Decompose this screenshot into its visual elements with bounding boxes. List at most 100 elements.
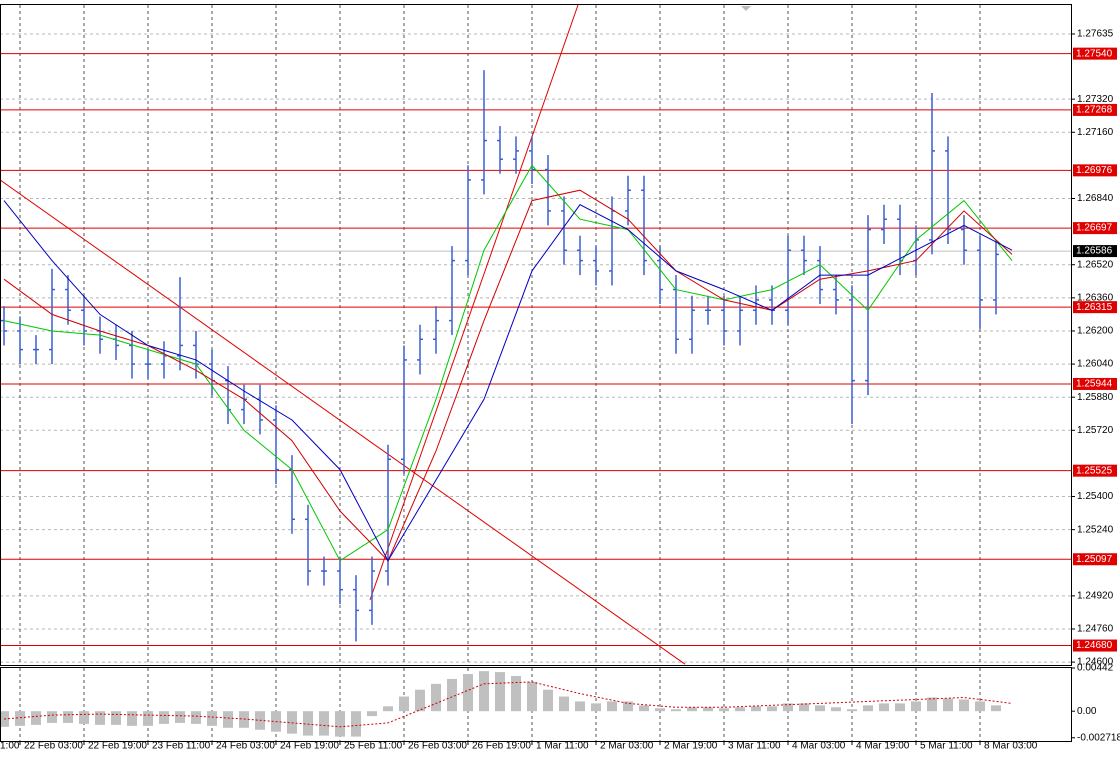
level-label: 1.25944 — [1076, 379, 1113, 390]
histogram-bar — [15, 711, 25, 726]
x-tick-label: 22 Feb 03:00 — [24, 741, 83, 752]
level-label: 1.26697 — [1076, 223, 1113, 234]
level-box — [1073, 47, 1117, 60]
y-tick-label: 1.25400 — [1077, 491, 1114, 502]
osc-tick-label: -0.002718 — [1077, 732, 1120, 743]
x-tick-label: 1 Mar 11:00 — [536, 741, 589, 752]
main-panel — [0, 5, 1071, 665]
y-tick-label: 1.26840 — [1077, 193, 1114, 204]
y-tick-label: 1.27320 — [1077, 94, 1114, 105]
level-label: 1.27540 — [1076, 48, 1113, 59]
level-box — [1073, 553, 1117, 566]
histogram-bar — [959, 699, 969, 712]
histogram-bar — [847, 709, 857, 712]
signal-line — [3, 681, 1013, 728]
histogram-bar — [799, 703, 809, 712]
osc-tick-label: 0.00442 — [1077, 663, 1114, 674]
y-tick-label: 1.25880 — [1077, 392, 1114, 403]
histogram-bar — [175, 711, 185, 723]
histogram-bar — [831, 707, 841, 712]
current-price-box — [1073, 245, 1117, 258]
y-tick-label: 1.26040 — [1077, 359, 1114, 370]
y-tick-label: 1.26200 — [1077, 326, 1114, 337]
histogram-bar — [511, 676, 521, 712]
histogram-bar — [159, 711, 169, 724]
level-label: 1.25525 — [1076, 465, 1113, 476]
x-tick-label: 25 Feb 11:00 — [344, 741, 403, 752]
histogram-bar — [735, 707, 745, 712]
y-tick-label: 1.27160 — [1077, 127, 1114, 138]
osc-tick-label: 0.00 — [1077, 706, 1097, 717]
histogram-bar — [591, 703, 601, 712]
y-tick-label: 1.24920 — [1077, 591, 1114, 602]
x-tick-label: 3 Mar 11:00 — [728, 741, 781, 752]
histogram-bar — [351, 711, 361, 737]
histogram-bar — [191, 711, 201, 724]
trendline — [0, 179, 686, 665]
x-tick-label: 26 Feb 03:00 — [408, 741, 467, 752]
histogram-bar — [303, 711, 313, 736]
histogram-bar — [463, 674, 473, 712]
histogram-bar — [687, 707, 697, 712]
x-tick-label: 2 Mar 19:00 — [664, 741, 718, 752]
histogram-bar — [223, 711, 233, 728]
histogram-bar — [447, 678, 457, 712]
moving-average — [3, 200, 1013, 562]
y-tick-label: 1.27635 — [1077, 29, 1114, 40]
main-frame — [0, 4, 1072, 666]
y-tick-label: 1.24600 — [1077, 657, 1114, 668]
histogram-bar — [415, 689, 425, 712]
x-tick-label: 5 Mar 11:00 — [920, 741, 973, 752]
histogram-bar — [47, 711, 57, 723]
moving-average — [3, 164, 1013, 562]
histogram-bar — [671, 709, 681, 712]
histogram-bar — [879, 703, 889, 712]
histogram-bar — [895, 703, 905, 712]
histogram-bar — [911, 701, 921, 712]
histogram-bar — [431, 683, 441, 712]
histogram-bar — [767, 706, 777, 712]
level-box — [1073, 301, 1117, 314]
x-tick-label: 2 Mar 03:00 — [600, 741, 654, 752]
x-tick-label: 4 Mar 19:00 — [856, 741, 910, 752]
histogram-bar — [991, 705, 1001, 712]
histogram-bar — [335, 711, 345, 737]
y-tick-label: 1.26520 — [1077, 259, 1114, 270]
shift-marker — [741, 6, 751, 11]
level-box — [1073, 222, 1117, 235]
histogram-bar — [639, 705, 649, 712]
histogram-bar — [95, 711, 105, 725]
histogram-bar — [607, 701, 617, 712]
level-label: 1.25097 — [1076, 554, 1113, 565]
x-tick-label: 24 Feb 03:00 — [216, 741, 275, 752]
oscillator-panel — [0, 668, 1013, 741]
x-tick-label: 22 Feb 19:00 — [88, 741, 147, 752]
histogram-bar — [319, 711, 329, 736]
histogram-bar — [31, 711, 41, 725]
current-price-label: 1.26586 — [1076, 246, 1113, 257]
histogram-bar — [111, 711, 121, 725]
level-box — [1073, 164, 1117, 177]
histogram-bar — [719, 708, 729, 712]
histogram-bar — [399, 696, 409, 712]
level-label: 1.26976 — [1076, 165, 1113, 176]
histogram-bar — [383, 706, 393, 712]
x-tick-label: 1:00 — [0, 741, 20, 752]
x-tick-label: 23 Feb 11:00 — [152, 741, 211, 752]
histogram-bar — [559, 696, 569, 712]
histogram-bar — [751, 706, 761, 712]
level-label: 1.24680 — [1076, 640, 1113, 651]
level-box — [1073, 103, 1117, 116]
histogram-bar — [527, 681, 537, 712]
oscillator-frame — [0, 667, 1072, 742]
y-tick-label: 1.26360 — [1077, 292, 1114, 303]
histogram-bar — [63, 711, 73, 723]
histogram-bar — [143, 711, 153, 726]
x-tick-label: 26 Feb 19:00 — [472, 741, 531, 752]
histogram-bar — [815, 705, 825, 712]
histogram-bar — [927, 697, 937, 712]
level-box — [1073, 464, 1117, 477]
